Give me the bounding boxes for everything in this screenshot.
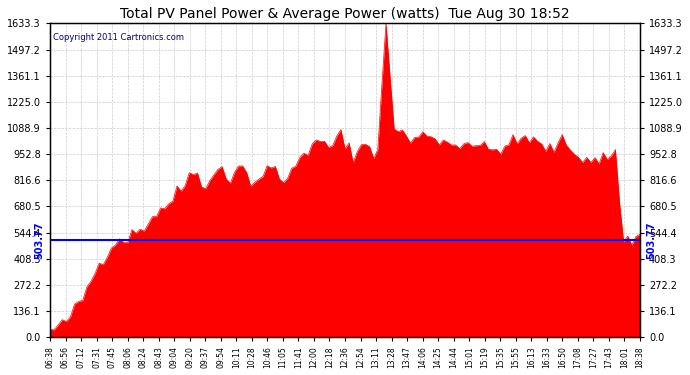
Title: Total PV Panel Power & Average Power (watts)  Tue Aug 30 18:52: Total PV Panel Power & Average Power (wa… — [120, 7, 570, 21]
Text: Copyright 2011 Cartronics.com: Copyright 2011 Cartronics.com — [53, 33, 184, 42]
Text: 503.77: 503.77 — [646, 222, 656, 259]
Text: 503.77: 503.77 — [34, 222, 44, 259]
